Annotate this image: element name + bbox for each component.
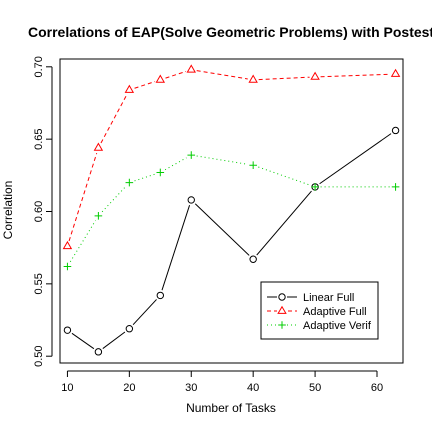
series-line-segment bbox=[71, 332, 95, 350]
x-tick-label: 10 bbox=[61, 382, 73, 394]
axes: 10 20 30 40 50 60 0.50 0.55 0.60 0.65 0.70 bbox=[33, 56, 383, 394]
series-linear-full bbox=[63, 126, 400, 356]
series-line-segment bbox=[258, 166, 311, 186]
data-point bbox=[124, 84, 135, 93]
data-point bbox=[310, 71, 320, 80]
data-point bbox=[248, 74, 258, 83]
legend-item-linear-full: Linear Full bbox=[267, 292, 354, 304]
legend-marker-backdrop bbox=[277, 306, 287, 316]
legend-marker bbox=[277, 305, 287, 314]
data-point bbox=[93, 142, 104, 151]
data-point bbox=[62, 240, 73, 250]
data-point bbox=[156, 291, 164, 300]
series-line-segment bbox=[134, 173, 156, 182]
y-tick-label: 0.70 bbox=[33, 56, 45, 77]
legend-marker-backdrop bbox=[277, 292, 287, 302]
series-adaptive-verif bbox=[63, 151, 400, 271]
legend: Linear Full Adaptive Full Adaptive Verif bbox=[260, 281, 379, 340]
legend-marker bbox=[278, 293, 286, 301]
series-line-segment bbox=[196, 70, 248, 80]
series-line-segment bbox=[320, 73, 391, 78]
series-layer bbox=[62, 64, 401, 356]
y-tick-label: 0.65 bbox=[33, 128, 45, 149]
data-point bbox=[155, 74, 166, 83]
data-point bbox=[94, 348, 103, 356]
y-axis-label: Correlation bbox=[1, 181, 15, 240]
series-line-segment bbox=[101, 186, 126, 213]
data-point bbox=[311, 183, 319, 191]
series-line-segment bbox=[69, 220, 96, 263]
series-line-segment bbox=[256, 190, 312, 256]
series-line-segment bbox=[68, 152, 98, 242]
data-point bbox=[125, 325, 134, 333]
series-line-segment bbox=[134, 81, 156, 89]
data-point bbox=[187, 151, 196, 159]
data-point bbox=[249, 255, 257, 263]
series-adaptive-full bbox=[62, 64, 401, 250]
legend-marker bbox=[278, 321, 286, 329]
series-line-segment bbox=[102, 331, 126, 349]
x-tick-label: 40 bbox=[247, 382, 259, 394]
data-point bbox=[187, 196, 195, 204]
data-point bbox=[125, 178, 134, 187]
data-point bbox=[249, 161, 257, 170]
legend-item-adaptive-verif: Adaptive Verif bbox=[267, 320, 372, 332]
series-line-segment bbox=[258, 76, 310, 81]
y-tick-label: 0.50 bbox=[33, 345, 45, 366]
series-line-segment bbox=[165, 70, 187, 79]
series-line-segment bbox=[161, 205, 191, 291]
chart-title: Correlations of EAP(Solve Geometric Prob… bbox=[28, 24, 432, 40]
x-axis-label: Number of Tasks bbox=[186, 401, 276, 415]
legend-label: Linear Full bbox=[303, 292, 354, 304]
series-line-segment bbox=[132, 299, 157, 326]
data-point bbox=[391, 126, 400, 135]
plot-area-frame bbox=[59, 58, 404, 364]
y-tick-label: 0.55 bbox=[33, 273, 45, 294]
data-point bbox=[391, 183, 400, 191]
data-point bbox=[63, 262, 72, 271]
data-point bbox=[390, 68, 401, 77]
legend-label: Adaptive Full bbox=[303, 306, 367, 318]
series-line-segment bbox=[100, 94, 128, 144]
series-line-segment bbox=[196, 155, 248, 165]
x-tick-label: 50 bbox=[309, 382, 321, 394]
legend-item-adaptive-full: Adaptive Full bbox=[267, 305, 367, 318]
data-point bbox=[63, 326, 72, 334]
series-line-segment bbox=[319, 133, 392, 185]
data-point bbox=[94, 212, 103, 220]
series-line-segment bbox=[194, 203, 250, 256]
x-tick-label: 20 bbox=[123, 382, 135, 394]
data-point bbox=[186, 64, 196, 73]
legend-label: Adaptive Verif bbox=[303, 320, 372, 332]
y-tick-label: 0.60 bbox=[33, 201, 45, 222]
x-tick-label: 30 bbox=[185, 382, 197, 394]
x-tick-label: 60 bbox=[371, 382, 383, 394]
data-point bbox=[156, 168, 165, 177]
series-line-segment bbox=[164, 157, 187, 171]
